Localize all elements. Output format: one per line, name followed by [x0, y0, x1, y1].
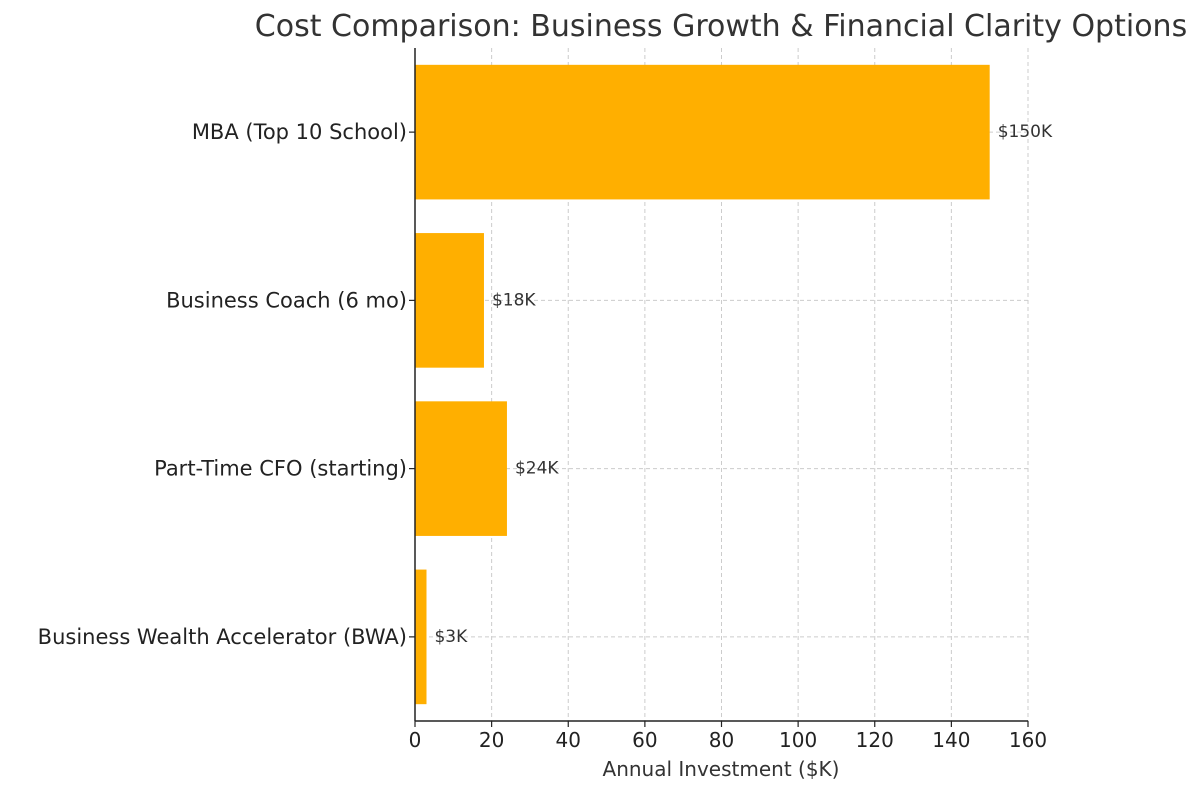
bar-0 — [415, 64, 990, 200]
x-tick-label-7: 140 — [932, 728, 970, 752]
bar-2 — [415, 401, 507, 536]
bar-1 — [415, 233, 484, 368]
x-tick-label-0: 0 — [409, 728, 422, 752]
x-tick-label-4: 80 — [709, 728, 734, 752]
axes — [409, 48, 1029, 727]
labels: MBA (Top 10 School) $150K Business Coach (… — [38, 120, 1053, 752]
x-tick-label-6: 120 — [856, 728, 894, 752]
data-label-0: $150K — [998, 122, 1053, 142]
category-label-1: Business Coach (6 mo) — [166, 288, 407, 312]
x-tick-label-3: 60 — [632, 728, 657, 752]
chart-title: Cost Comparison: Business Growth & Finan… — [255, 9, 1187, 44]
x-tick-label-5: 100 — [779, 728, 817, 752]
x-tick-label-2: 40 — [556, 728, 581, 752]
category-label-2: Part-Time CFO (starting) — [154, 457, 407, 481]
category-label-0: MBA (Top 10 School) — [192, 120, 407, 144]
category-label-3: Business Wealth Accelerator (BWA) — [38, 625, 407, 649]
bars — [415, 64, 990, 705]
data-label-2: $24K — [515, 459, 559, 479]
x-tick-label-8: 160 — [1009, 728, 1047, 752]
data-label-3: $3K — [434, 627, 468, 647]
data-label-1: $18K — [492, 290, 536, 310]
x-tick-label-1: 20 — [479, 728, 504, 752]
x-axis-label: Annual Investment ($K) — [603, 757, 840, 781]
bar-3 — [415, 569, 427, 705]
